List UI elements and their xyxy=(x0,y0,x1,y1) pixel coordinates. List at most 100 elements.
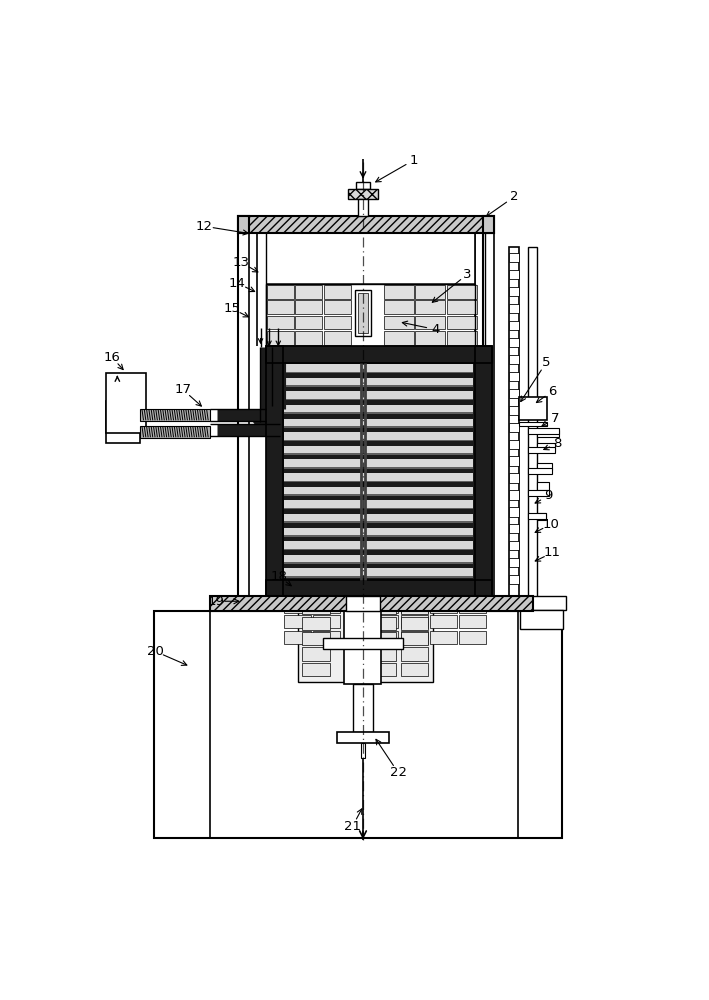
Bar xyxy=(284,549,473,550)
Bar xyxy=(353,684,373,732)
Text: 18: 18 xyxy=(271,570,287,583)
Bar xyxy=(266,346,491,363)
Bar xyxy=(267,331,294,345)
Bar xyxy=(267,316,294,329)
Bar xyxy=(509,389,518,398)
Bar xyxy=(324,285,351,299)
Bar xyxy=(302,647,330,661)
Bar xyxy=(284,364,473,372)
Bar xyxy=(474,346,491,597)
Bar xyxy=(401,600,428,613)
Text: 17: 17 xyxy=(174,383,191,396)
Text: 13: 13 xyxy=(233,256,250,269)
Bar xyxy=(369,647,396,661)
Bar xyxy=(284,528,473,535)
Bar xyxy=(369,663,396,676)
Bar xyxy=(369,601,396,614)
Text: 9: 9 xyxy=(545,489,553,502)
Bar xyxy=(474,346,491,597)
Bar xyxy=(459,600,486,613)
Bar xyxy=(284,432,473,440)
Bar xyxy=(384,300,414,314)
Bar xyxy=(302,601,330,614)
Bar xyxy=(298,599,433,682)
Bar xyxy=(284,514,473,521)
Bar xyxy=(284,541,473,549)
Bar xyxy=(284,487,473,494)
Text: 20: 20 xyxy=(147,645,164,658)
Bar xyxy=(509,456,518,466)
Bar xyxy=(266,284,476,346)
Bar xyxy=(537,443,555,451)
Bar xyxy=(302,617,330,630)
Bar xyxy=(284,473,473,481)
Text: 1: 1 xyxy=(410,154,418,167)
Text: 4: 4 xyxy=(431,323,440,336)
Bar xyxy=(509,321,518,330)
Bar xyxy=(346,596,380,611)
Bar xyxy=(266,346,491,363)
Bar xyxy=(509,423,518,432)
Bar xyxy=(324,316,351,329)
Bar xyxy=(295,285,322,299)
Bar xyxy=(348,189,378,199)
Bar xyxy=(302,632,330,645)
Bar xyxy=(401,647,428,661)
Bar xyxy=(372,631,398,644)
Bar xyxy=(361,743,365,758)
Bar xyxy=(519,397,547,420)
Bar xyxy=(355,290,371,336)
Bar xyxy=(284,419,473,426)
Bar xyxy=(401,615,428,628)
Text: 2: 2 xyxy=(510,190,518,204)
Bar xyxy=(238,216,249,233)
Bar xyxy=(415,331,445,345)
Bar xyxy=(356,182,370,189)
Bar xyxy=(267,300,294,314)
Bar xyxy=(284,440,473,441)
Bar xyxy=(284,372,473,373)
Bar xyxy=(284,508,473,509)
Bar xyxy=(284,426,473,428)
Bar xyxy=(324,331,351,345)
Text: 5: 5 xyxy=(542,356,550,369)
Bar xyxy=(140,409,210,421)
Bar xyxy=(140,426,210,438)
Bar xyxy=(509,524,518,533)
Bar xyxy=(430,615,457,628)
Bar xyxy=(509,490,518,500)
Bar xyxy=(483,216,494,233)
Bar xyxy=(266,233,476,283)
Bar xyxy=(266,580,491,597)
Bar xyxy=(509,338,518,347)
Bar xyxy=(337,732,389,743)
Bar xyxy=(384,331,414,345)
Bar xyxy=(401,663,428,676)
Bar xyxy=(372,615,398,628)
Bar xyxy=(447,331,477,345)
Text: 7: 7 xyxy=(550,412,559,425)
Bar xyxy=(345,611,381,684)
Text: 10: 10 xyxy=(542,518,559,531)
Bar xyxy=(284,459,473,467)
Bar xyxy=(537,513,546,520)
Bar xyxy=(401,631,428,644)
Bar xyxy=(447,316,477,329)
Bar xyxy=(284,405,473,412)
Bar xyxy=(284,521,473,523)
Bar xyxy=(295,331,322,345)
Bar xyxy=(295,316,322,329)
Bar xyxy=(154,611,562,838)
Bar xyxy=(284,555,473,562)
Bar xyxy=(384,285,414,299)
Bar xyxy=(238,216,494,233)
Bar xyxy=(369,632,396,645)
Bar xyxy=(210,596,533,611)
Text: 14: 14 xyxy=(229,277,246,290)
Bar xyxy=(284,378,473,385)
Bar xyxy=(384,316,414,329)
Bar xyxy=(527,247,537,609)
Bar xyxy=(509,558,518,567)
Bar xyxy=(508,247,519,609)
Bar xyxy=(509,575,518,584)
